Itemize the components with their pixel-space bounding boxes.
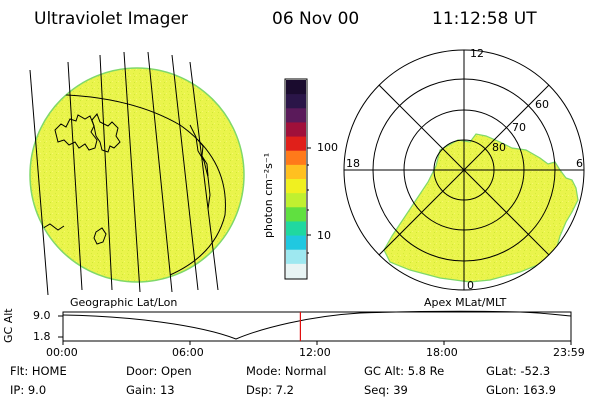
mlt-label-6: 6 [576, 157, 583, 170]
right-panel-caption: Apex MLat/MLT [424, 296, 507, 309]
colorbar-band [286, 221, 306, 237]
mlt-label-12: 12 [470, 47, 484, 60]
coastline-south [39, 223, 65, 231]
status-dsp: Dsp: 7.2 [246, 383, 294, 397]
time-tick-0600: 06:00 [172, 346, 204, 359]
coastline-fragment [93, 227, 107, 245]
meridian-lines [29, 51, 219, 296]
colorbar-band [286, 136, 306, 152]
altitude-curve [62, 310, 572, 340]
altitude-track [58, 310, 572, 345]
colorbar-band [286, 108, 306, 123]
instrument-title: Ultraviolet Imager [34, 9, 188, 29]
colorbar-band [286, 179, 306, 194]
colorbar-tick-10: 10 [317, 229, 331, 242]
colorbar-band [286, 80, 306, 95]
coastline-nz-north [91, 113, 121, 153]
geographic-map [29, 51, 245, 296]
status-door: Door: Open [126, 364, 192, 378]
mlt-label-0: 0 [467, 279, 474, 292]
status-mode: Mode: Normal [246, 364, 327, 378]
colorbar-band [286, 249, 306, 265]
date-label: 06 Nov 00 [272, 9, 360, 29]
latitude-circle [30, 93, 226, 276]
color-scale-bar [284, 78, 311, 280]
colorbar-unit-label: photon cm⁻²s⁻¹ [262, 152, 275, 238]
mlat-label-70: 70 [512, 121, 526, 134]
colorbar-band [286, 207, 306, 222]
colorbar-band [286, 193, 306, 208]
altitude-tick-max: 9.0 [33, 309, 51, 322]
colorbar-band [286, 235, 306, 251]
colorbar-band [286, 122, 306, 138]
status-gain: Gain: 13 [126, 383, 175, 397]
time-tick-0000: 00:00 [46, 346, 78, 359]
coastline-east [189, 124, 211, 210]
status-gc-alt: GC Alt: 5.8 Re [364, 364, 445, 378]
time-label: 11:12:58 UT [432, 9, 537, 29]
time-tick-1200: 12:00 [299, 346, 331, 359]
mlt-label-18: 18 [346, 157, 360, 170]
left-panel-caption: Geographic Lat/Lon [70, 296, 178, 309]
colorbar-band [286, 150, 306, 166]
altitude-axis-label: GC Alt [2, 308, 15, 343]
mlat-label-80: 80 [492, 141, 506, 154]
time-tick-2359: 23:59 [553, 346, 585, 359]
colorbar-band [286, 263, 306, 279]
colorbar-tick-100: 100 [317, 141, 338, 154]
mlat-label-60: 60 [535, 98, 549, 111]
colorbar-band [286, 164, 306, 180]
altitude-tick-min: 1.8 [33, 330, 51, 343]
status-ip: IP: 9.0 [10, 383, 47, 397]
colorbar-band [286, 94, 306, 109]
polar-plot [343, 49, 585, 291]
status-flt: Flt: HOME [10, 364, 67, 378]
status-seq: Seq: 39 [364, 383, 408, 397]
aurora-coverage [383, 133, 579, 283]
coastline-australia [54, 114, 98, 151]
status-glon: GLon: 163.9 [486, 383, 556, 397]
earth-disk [29, 67, 245, 283]
time-tick-1800: 18:00 [426, 346, 458, 359]
status-glat: GLat: -52.3 [486, 364, 551, 378]
